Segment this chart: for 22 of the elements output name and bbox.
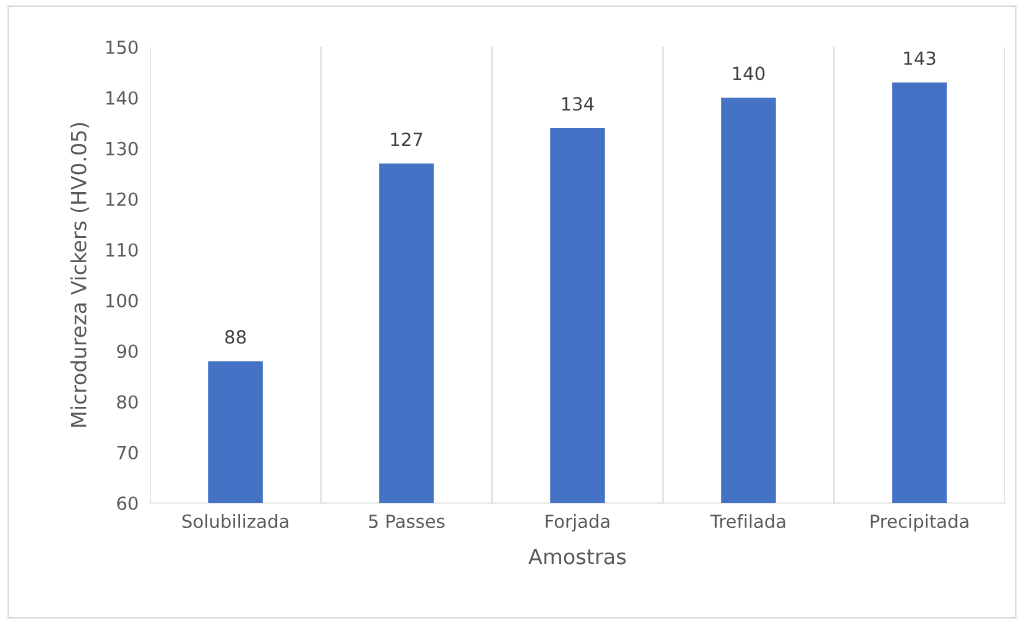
y-tick-label: 150 xyxy=(106,40,138,55)
y-tick-label: 130 xyxy=(106,141,138,156)
y-tick-label: 80 xyxy=(117,395,138,409)
y-tick-label: 70 xyxy=(117,445,138,460)
x-tick-label: Precipitada xyxy=(870,514,969,532)
data-label: 134 xyxy=(562,97,594,111)
x-tick-label: Trefilada xyxy=(710,514,786,529)
y-tick-label: 110 xyxy=(106,243,138,257)
y-tick-label: 60 xyxy=(117,496,138,511)
x-tick-label: Solubilizada xyxy=(182,514,289,529)
data-label: 143 xyxy=(904,51,936,66)
data-label: 88 xyxy=(225,330,246,344)
x-axis-title: Amostras xyxy=(528,548,626,565)
data-label: 140 xyxy=(733,66,765,81)
y-tick-label: 120 xyxy=(106,192,138,207)
y-tick-label: 140 xyxy=(106,91,138,105)
data-label: 127 xyxy=(391,132,423,146)
y-axis-title: Microdureza Vickers (HV0.05) xyxy=(70,123,89,427)
y-tick-label: 100 xyxy=(106,293,138,308)
y-tick-label: 90 xyxy=(117,344,138,359)
x-tick-label: Forjada xyxy=(545,514,610,532)
x-tick-label: 5 Passes xyxy=(369,514,445,529)
